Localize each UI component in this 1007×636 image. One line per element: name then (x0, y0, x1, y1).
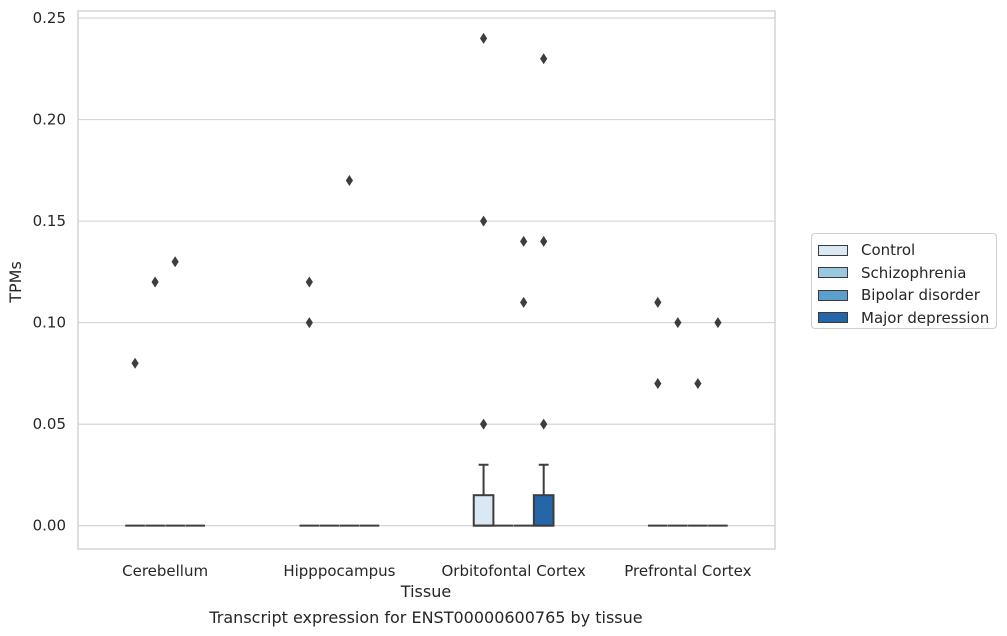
legend-item: Control (818, 239, 996, 262)
y-tick-label: 0.00 (33, 517, 66, 535)
boxes (125, 463, 728, 527)
outlier-point (345, 175, 353, 187)
legend: Control Schizophrenia Bipolar disorder Majo… (811, 233, 997, 329)
outlier-point (520, 296, 528, 308)
y-tick-label: 0.25 (33, 9, 66, 27)
gridlines (78, 17, 775, 527)
chart-caption: Transcript expression for ENST0000060076… (208, 608, 642, 627)
outlier-point (479, 32, 488, 44)
y-tick-label: 0.10 (33, 314, 66, 332)
outlier-point (171, 256, 179, 268)
outlier-point (540, 53, 548, 65)
outlier-point (674, 317, 682, 329)
legend-swatch (818, 244, 848, 256)
y-tick-label: 0.20 (33, 111, 66, 129)
legend-item: Bipolar disorder (818, 284, 996, 307)
outlier-point (654, 296, 662, 308)
x-axis-label: Tissue (400, 582, 451, 601)
outlier-point (151, 276, 159, 288)
x-axis-ticks: Cerebellum Hipppocampus Orbitofontal Corte… (122, 562, 751, 580)
y-axis-ticks: 0.00 0.05 0.10 0.15 0.20 0.25 (33, 9, 66, 535)
plot-area-frame (77, 10, 776, 550)
legend-label: Schizophrenia (861, 263, 967, 282)
x-tick-label: Orbitofontal Cortex (442, 562, 586, 580)
legend-label: Major depression (861, 308, 990, 327)
outlier-point (305, 317, 313, 329)
outlier-point (305, 276, 313, 288)
x-tick-label: Hipppocampus (283, 562, 395, 580)
x-tick-label: Prefrontal Cortex (624, 562, 751, 580)
legend-item: Major depression (818, 307, 996, 330)
outlier-point (131, 357, 139, 369)
outlier-point (714, 317, 722, 329)
legend-label: Bipolar disorder (861, 286, 980, 305)
legend-swatch (818, 312, 848, 324)
legend-swatch (818, 289, 848, 301)
legend-item: Schizophrenia (818, 262, 996, 285)
legend-label: Control (861, 241, 916, 260)
outlier-point (479, 418, 488, 430)
outlier-point (540, 418, 548, 430)
legend-swatch (818, 267, 848, 279)
outlier-point (694, 378, 702, 390)
outliers (131, 32, 722, 430)
x-tick-label: Cerebellum (122, 562, 208, 580)
outlier-point (520, 235, 528, 247)
outlier-point (479, 215, 488, 227)
box (532, 494, 555, 527)
y-tick-label: 0.15 (33, 212, 66, 230)
outlier-point (654, 378, 662, 390)
y-tick-label: 0.05 (33, 415, 66, 433)
outlier-point (540, 235, 548, 247)
y-axis-label: TPMs (6, 261, 25, 304)
box (472, 494, 495, 527)
